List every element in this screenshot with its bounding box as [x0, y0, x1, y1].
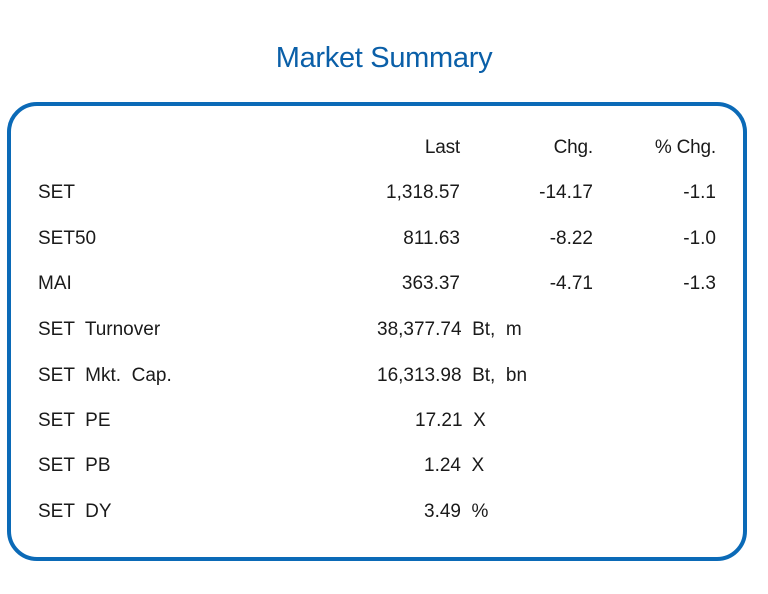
- row-chg: -8.22: [549, 228, 593, 249]
- stat-name: SET DY: [38, 501, 112, 522]
- stat-value: 1.24 X: [424, 455, 485, 476]
- stat-name: SET Mkt. Cap.: [38, 365, 172, 386]
- stat-name: SET PE: [38, 410, 111, 431]
- header-last: Last: [424, 137, 460, 158]
- market-summary-panel: [7, 102, 747, 561]
- row-last: 811.63: [403, 228, 460, 249]
- row-pct-chg: -1.0: [683, 228, 716, 249]
- row-name: SET50: [38, 228, 97, 249]
- stat-value: 17.21 X: [415, 410, 486, 431]
- row-last: 1,318.57: [386, 182, 460, 203]
- stat-value: 3.49 %: [424, 501, 489, 522]
- stat-value: 38,377.74 Bt, m: [377, 319, 522, 340]
- row-last: 363.37: [401, 273, 460, 294]
- row-name: MAI: [38, 273, 72, 294]
- header-chg: Chg.: [553, 137, 594, 158]
- row-chg: -14.17: [539, 182, 593, 203]
- page-title: Market Summary: [275, 42, 493, 74]
- row-pct-chg: -1.3: [683, 273, 716, 294]
- row-chg: -4.71: [549, 273, 593, 294]
- stat-name: SET Turnover: [38, 319, 161, 340]
- stat-name: SET PB: [38, 455, 111, 476]
- header-pct-chg: % Chg.: [654, 137, 716, 158]
- row-name: SET: [38, 182, 75, 203]
- row-pct-chg: -1.1: [683, 182, 716, 203]
- stat-value: 16,313.98 Bt, bn: [377, 365, 528, 386]
